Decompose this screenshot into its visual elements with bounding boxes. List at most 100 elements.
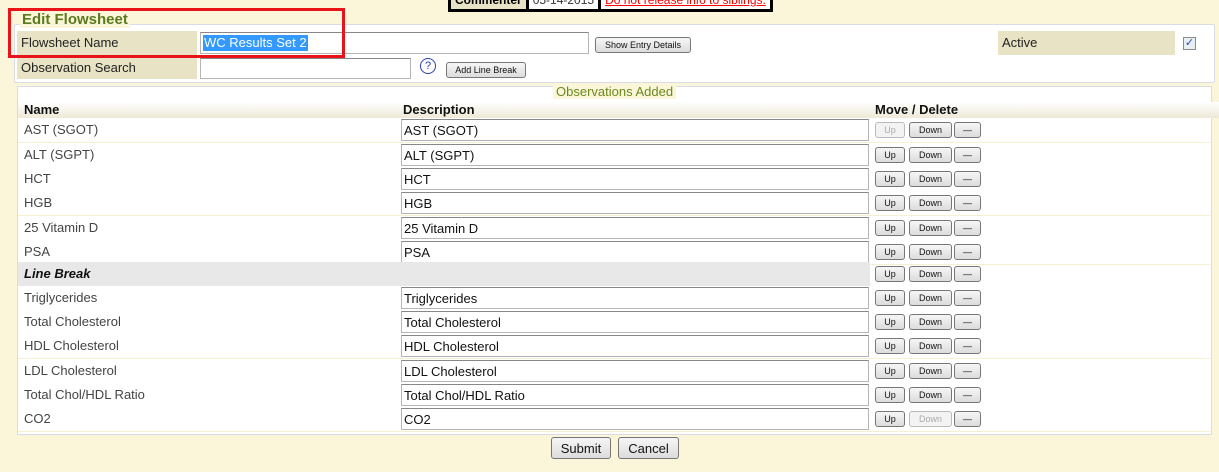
description-input[interactable] (401, 168, 869, 190)
show-entry-details-button[interactable]: Show Entry Details (595, 37, 691, 53)
edit-flowsheet-fieldset: Flowsheet Name WC Results Set 2 Show Ent… (14, 24, 1215, 83)
observation-name: Triglycerides (24, 290, 98, 305)
delete-button[interactable]: — (954, 244, 981, 260)
active-checkbox[interactable]: ✓ (1183, 37, 1196, 50)
move-down-button[interactable]: Down (909, 387, 952, 403)
move-down-button[interactable]: Down (909, 290, 952, 306)
description-input[interactable] (401, 384, 869, 406)
delete-button[interactable]: — (954, 266, 981, 282)
observations-title: Observations Added (553, 84, 677, 99)
observation-search-label: Observation Search (17, 57, 197, 79)
move-up-button[interactable]: Up (875, 411, 905, 427)
move-up-button[interactable]: Up (875, 220, 905, 236)
move-down-button[interactable]: Down (909, 338, 952, 354)
delete-button[interactable]: — (954, 363, 981, 379)
patient-banner: Commenter 05-14-2015 Do not release info… (448, 0, 773, 12)
observation-name: HCT (24, 171, 51, 186)
column-description: Description (403, 102, 475, 117)
description-input[interactable] (401, 287, 869, 309)
observation-name: CO2 (24, 411, 51, 426)
delete-button[interactable]: — (954, 220, 981, 236)
delete-button[interactable]: — (954, 411, 981, 427)
description-input[interactable] (401, 408, 869, 430)
observation-name: AST (SGOT) (24, 122, 99, 137)
move-up-button[interactable]: Up (875, 171, 905, 187)
observation-name: LDL Cholesterol (24, 363, 117, 378)
move-up-button[interactable]: Up (875, 244, 905, 260)
description-input[interactable] (401, 241, 869, 263)
page-title: Edit Flowsheet (20, 11, 130, 28)
delete-button[interactable]: — (954, 387, 981, 403)
delete-button[interactable]: — (954, 290, 981, 306)
description-input[interactable] (401, 360, 869, 382)
line-break-row: Line Break Up Down — (18, 262, 1210, 287)
delete-button[interactable]: — (954, 195, 981, 211)
delete-button[interactable]: — (954, 314, 981, 330)
observation-name: Total Chol/HDL Ratio (24, 387, 145, 402)
move-up-button[interactable]: Up (875, 338, 905, 354)
description-input[interactable] (401, 144, 869, 166)
move-down-button[interactable]: Down (909, 314, 952, 330)
observation-search-input[interactable] (200, 58, 411, 79)
table-header: Name Description Move / Delete (18, 102, 1219, 118)
observation-name: Total Cholesterol (24, 314, 121, 329)
description-input[interactable] (401, 335, 869, 357)
move-up-button[interactable]: Up (875, 387, 905, 403)
delete-button[interactable]: — (954, 147, 981, 163)
move-up-button[interactable]: Up (875, 290, 905, 306)
help-icon[interactable]: ? (420, 58, 436, 74)
observation-name: PSA (24, 244, 51, 259)
column-name: Name (24, 102, 60, 117)
move-down-button[interactable]: Down (909, 147, 952, 163)
observation-name: Line Break (24, 266, 91, 281)
observation-name: HGB (24, 195, 53, 210)
description-input[interactable] (401, 217, 869, 239)
observation-name: HDL Cholesterol (24, 338, 119, 353)
move-down-button[interactable]: Down (909, 171, 952, 187)
move-down-button[interactable]: Down (909, 363, 952, 379)
delete-button[interactable]: — (954, 338, 981, 354)
highlight-box (8, 8, 345, 58)
banner-label: Commenter (451, 0, 529, 9)
move-up-button[interactable]: Up (875, 195, 905, 211)
observation-name: 25 Vitamin D (24, 220, 99, 235)
move-up-button[interactable]: Up (875, 363, 905, 379)
submit-button[interactable]: Submit (551, 437, 611, 459)
flowsheet-name-selection: WC Results Set 2 (203, 35, 308, 51)
move-up-button[interactable]: Up (875, 122, 905, 138)
move-down-button[interactable]: Down (909, 122, 952, 138)
observation-name: ALT (SGPT) (24, 147, 95, 162)
column-move-delete: Move / Delete (875, 102, 959, 117)
description-input[interactable] (401, 192, 869, 214)
move-down-button[interactable]: Down (909, 266, 952, 282)
move-down-button[interactable]: Down (909, 244, 952, 260)
move-down-button[interactable]: Down (909, 411, 952, 427)
banner-date: 05-14-2015 (529, 0, 602, 9)
cancel-button[interactable]: Cancel (618, 437, 679, 459)
move-up-button[interactable]: Up (875, 266, 905, 282)
description-input[interactable] (401, 119, 869, 141)
delete-button[interactable]: — (954, 171, 981, 187)
flowsheet-name-label: Flowsheet Name (17, 31, 197, 55)
line-break-fill (18, 262, 870, 286)
move-down-button[interactable]: Down (909, 195, 952, 211)
description-input[interactable] (401, 311, 869, 333)
move-down-button[interactable]: Down (909, 220, 952, 236)
delete-button[interactable]: — (954, 122, 981, 138)
move-up-button[interactable]: Up (875, 314, 905, 330)
move-up-button[interactable]: Up (875, 147, 905, 163)
add-line-break-button[interactable]: Add Line Break (446, 62, 526, 78)
banner-warning-link[interactable]: Do not release info to siblings. (605, 0, 766, 7)
